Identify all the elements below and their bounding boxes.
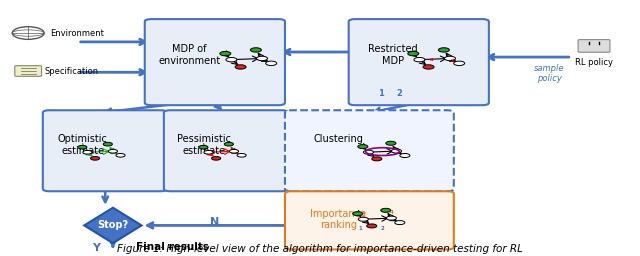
Circle shape [395,221,405,225]
Circle shape [372,157,382,161]
Circle shape [226,58,237,62]
Text: Importance
ranking: Importance ranking [310,209,366,230]
Circle shape [235,65,246,69]
Circle shape [400,154,410,157]
FancyBboxPatch shape [164,110,288,191]
Text: Specification: Specification [44,67,98,76]
Circle shape [358,217,369,221]
Circle shape [454,61,465,66]
Circle shape [83,151,92,154]
Circle shape [381,208,391,212]
FancyBboxPatch shape [145,19,285,105]
Circle shape [199,145,208,149]
Circle shape [257,56,268,61]
Text: 4: 4 [389,210,394,215]
Circle shape [392,149,401,153]
Text: 1: 1 [358,226,362,231]
Circle shape [408,51,419,56]
Text: Final results: Final results [136,242,209,252]
Text: 3: 3 [362,212,365,217]
Circle shape [358,145,368,148]
Text: Y: Y [92,243,100,253]
Circle shape [212,156,221,160]
Circle shape [364,150,374,154]
Circle shape [204,151,213,154]
Circle shape [445,56,456,61]
Text: 2: 2 [381,226,385,231]
Circle shape [103,142,113,146]
Circle shape [386,141,396,145]
Text: Optimistic
estimate: Optimistic estimate [58,134,108,156]
Circle shape [220,51,231,56]
Circle shape [414,58,425,62]
Text: Environment: Environment [50,28,104,38]
Circle shape [12,27,44,39]
Circle shape [237,154,246,157]
Text: Restricted
MDP: Restricted MDP [369,44,418,66]
Text: Pessimistic
estimate: Pessimistic estimate [177,134,230,156]
FancyBboxPatch shape [349,19,489,105]
Circle shape [108,150,118,153]
Circle shape [438,48,449,52]
Circle shape [90,156,100,160]
Text: N: N [210,217,220,227]
Text: sample
policy: sample policy [534,64,564,83]
FancyBboxPatch shape [285,191,454,250]
Text: x: x [430,57,433,61]
Polygon shape [84,208,141,243]
FancyBboxPatch shape [43,110,167,191]
Text: 1: 1 [378,89,383,98]
Circle shape [250,48,261,52]
Text: Stop?: Stop? [97,220,129,230]
Text: MDP of
environment: MDP of environment [158,44,221,66]
Circle shape [266,61,276,66]
FancyBboxPatch shape [285,110,454,191]
Circle shape [116,154,125,157]
Text: Clustering: Clustering [313,134,363,144]
Text: RL policy: RL policy [575,58,613,67]
Circle shape [77,145,87,149]
Circle shape [387,216,396,220]
Circle shape [229,150,239,153]
Circle shape [367,224,377,228]
Circle shape [423,65,434,69]
FancyBboxPatch shape [578,40,610,52]
FancyBboxPatch shape [15,66,42,76]
Text: Figure 1: High-level view of the algorithm for importance-driven testing for RL: Figure 1: High-level view of the algorit… [117,244,523,254]
Text: 2: 2 [397,89,403,98]
Circle shape [224,142,234,146]
Text: x: x [451,58,455,63]
Circle shape [353,212,363,216]
